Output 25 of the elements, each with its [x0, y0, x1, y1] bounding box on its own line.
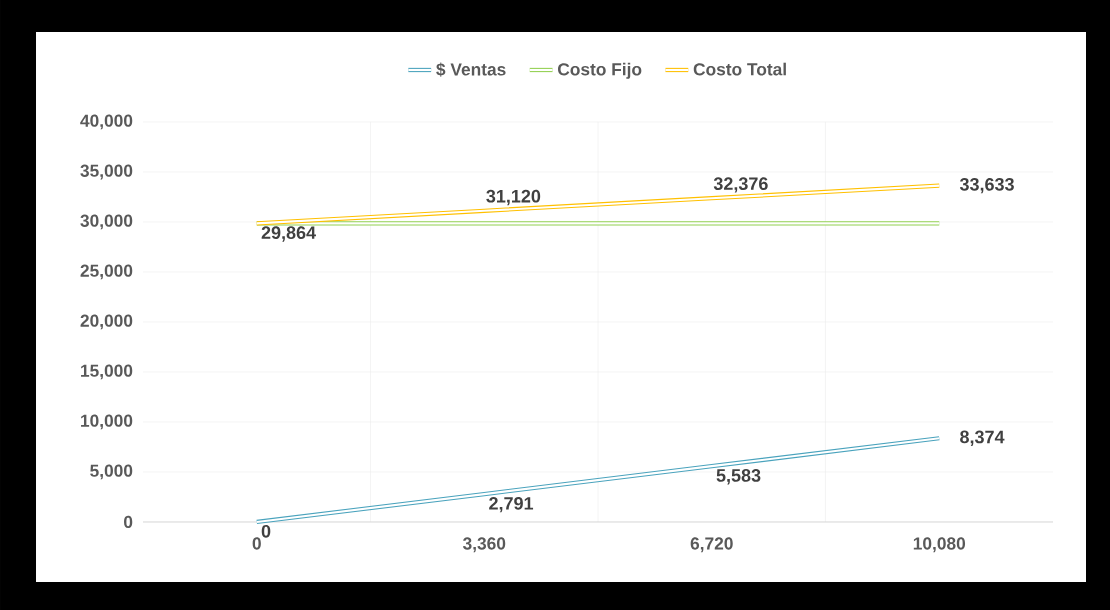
- y-tick-label: 30,000: [80, 214, 133, 230]
- data-label: 2,791: [489, 497, 534, 513]
- y-tick-label: 20,000: [80, 314, 133, 330]
- legend-label: Costo Fijo: [558, 62, 642, 79]
- legend-label: Costo Total: [693, 62, 786, 76]
- data-label: 33,633: [959, 177, 1014, 194]
- x-tick-label: 3,360: [462, 537, 506, 553]
- x-tick-label: 6,720: [690, 537, 733, 553]
- data-label: 29,864: [261, 226, 316, 242]
- data-label: 8,374: [960, 430, 1005, 446]
- y-tick-label: 0: [124, 515, 133, 529]
- data-label: 5,583: [716, 469, 761, 485]
- y-tick-label: 40,000: [80, 114, 133, 130]
- y-tick-label: 5,000: [90, 464, 133, 480]
- line-series: [254, 436, 942, 525]
- y-tick-label: 10,000: [81, 414, 133, 430]
- y-tick-label: 15,000: [81, 364, 133, 380]
- data-label: 32,376: [713, 177, 768, 193]
- x-tick-label: 10,080: [913, 537, 966, 553]
- data-label: 31,120: [486, 189, 541, 206]
- legend-label: $ Ventas: [436, 62, 506, 77]
- y-tick-label: 35,000: [80, 164, 133, 180]
- x-tick-label: 0: [252, 537, 261, 550]
- data-label: 0: [261, 524, 271, 538]
- y-tick-label: 25,000: [80, 264, 133, 280]
